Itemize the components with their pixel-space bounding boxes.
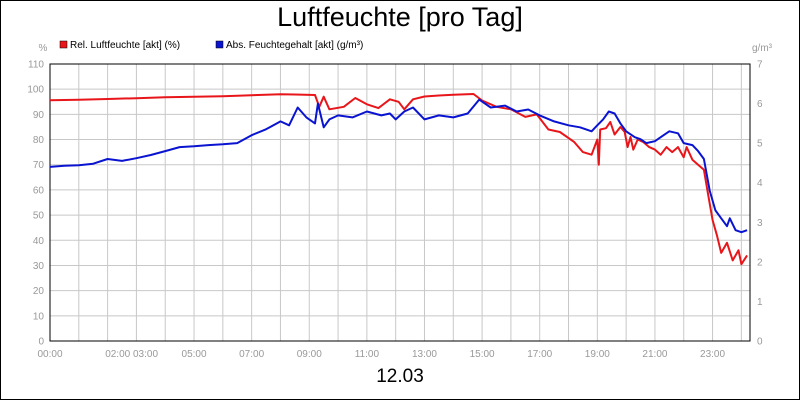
x-tick-label: 13:00: [412, 349, 437, 360]
left-tick-label: 10: [33, 311, 45, 322]
plot-border: [49, 63, 751, 342]
right-tick-label: 5: [757, 139, 763, 150]
left-tick-label: 50: [33, 211, 45, 222]
left-tick-label: 30: [33, 261, 45, 272]
left-tick-label: 70: [33, 160, 45, 171]
left-tick-label: 100: [27, 85, 44, 96]
right-tick-label: 1: [757, 297, 763, 308]
abs-humidity-line: [49, 98, 748, 234]
x-tick-label: 02:00 03:00: [105, 349, 158, 360]
x-tick-label: 09:00: [297, 349, 322, 360]
left-tick-label: 90: [33, 110, 45, 121]
left-axis-unit: %: [39, 43, 48, 54]
chart-title: Luftfeuchte [pro Tag]: [277, 2, 523, 32]
chart-date-label: 12.03: [376, 366, 424, 387]
x-tick-label: 11:00: [355, 349, 380, 360]
left-tick-label: 20: [33, 286, 45, 297]
right-tick-label: 2: [757, 257, 763, 268]
right-tick-label: 6: [757, 99, 763, 110]
left-tick-label: 40: [33, 236, 45, 247]
legend-label: Rel. Luftfeuchte [akt] (%): [70, 40, 180, 51]
x-tick-label: 07:00: [239, 349, 264, 360]
right-axis-unit: g/m³: [752, 43, 773, 54]
right-tick-label: 7: [757, 60, 763, 71]
series-lines: [49, 93, 748, 266]
x-tick-label: 00:00: [37, 349, 62, 360]
x-tick-label: 05:00: [182, 349, 207, 360]
left-tick-label: 80: [33, 135, 45, 146]
legend-label: Abs. Feuchtegehalt [akt] (g/m³): [226, 40, 363, 51]
legend-swatch: [215, 40, 224, 49]
tick-labels: 0 10 20 30 40 50 60 70 80 90 100 110 0 1 2 3 4 5 6 7 00:00 02…: [27, 43, 772, 360]
axes: [49, 63, 751, 342]
rel-humidity-line: [49, 93, 748, 266]
legend-swatch: [59, 40, 68, 49]
x-tick-label: 19:00: [585, 349, 610, 360]
left-tick-label: 0: [38, 337, 44, 348]
left-tick-label: 110: [28, 60, 44, 71]
grid-lines: [49, 63, 750, 342]
x-tick-label: 17:00: [527, 349, 552, 360]
x-tick-label: 23:00: [700, 349, 725, 360]
x-tick-label: 21:00: [642, 349, 667, 360]
x-tick-label: 15:00: [470, 349, 495, 360]
legend: Rel. Luftfeuchte [akt] (%) Abs. Feuchtege…: [59, 40, 363, 51]
right-tick-label: 4: [757, 178, 763, 189]
left-tick-label: 60: [33, 185, 45, 196]
right-tick-label: 3: [757, 218, 763, 229]
right-tick-label: 0: [757, 337, 763, 348]
